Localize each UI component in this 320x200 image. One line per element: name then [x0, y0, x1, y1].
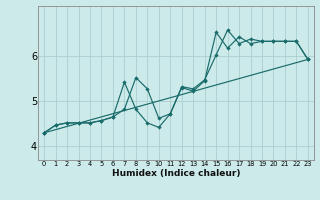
- X-axis label: Humidex (Indice chaleur): Humidex (Indice chaleur): [112, 169, 240, 178]
